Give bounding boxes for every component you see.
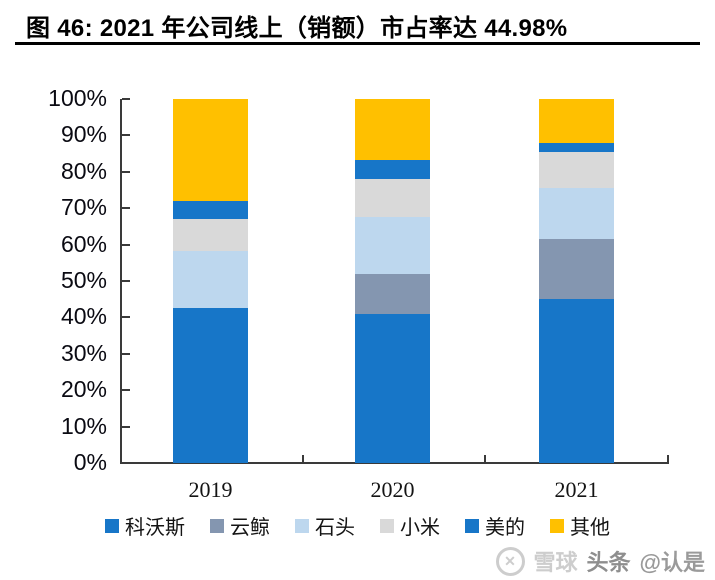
legend-label: 其他 [570, 517, 610, 539]
bar-segment-云鲸-2021 [539, 239, 614, 300]
legend-swatch [105, 518, 119, 533]
y-axis-tick-label: 90% [60, 121, 107, 148]
y-axis-tick-label: 50% [60, 267, 107, 293]
legend-swatch [465, 518, 479, 533]
x-axis-category-label: 2021 [554, 477, 599, 502]
y-axis-tick-label: 10% [60, 412, 107, 439]
watermark-site-label: 雪球 [533, 550, 578, 575]
bar-segment-其他-2020 [355, 99, 430, 161]
bar-segment-云鲸-2020 [355, 273, 430, 314]
stacked-bar-plot-area [120, 98, 669, 464]
bar-segment-科沃斯-2020 [355, 313, 430, 463]
title-underline [15, 42, 700, 45]
y-axis-tick-label: 70% [60, 194, 107, 221]
watermark-handle-label: @认是 [639, 550, 705, 575]
legend-item-石头: 石头 [295, 511, 355, 540]
y-axis-tick [122, 134, 130, 137]
watermark-badge-label: 头条 [586, 550, 631, 575]
bar-segment-科沃斯-2019 [173, 307, 248, 463]
y-axis-tick [122, 243, 130, 246]
y-axis-tick [122, 280, 130, 282]
legend-label: 科沃斯 [125, 517, 185, 539]
bar-segment-其他-2021 [539, 99, 614, 143]
y-axis-tick [122, 389, 130, 392]
y-axis-tick [122, 462, 130, 464]
y-axis-tick-label: 20% [60, 376, 107, 403]
bar-segment-小米-2019 [173, 219, 248, 252]
bar-segment-小米-2020 [355, 179, 430, 217]
x-axis-category-label: 2019 [188, 477, 233, 502]
figure-title: 图 46: 2021 年公司线上（销额）市占率达 44.98% [26, 15, 568, 42]
legend-label: 小米 [400, 517, 440, 539]
bar-segment-小米-2021 [539, 151, 614, 189]
legend-item-美的: 美的 [465, 511, 525, 540]
x-axis-line [120, 462, 669, 464]
y-axis-line [120, 99, 122, 464]
y-axis-tick-label: 60% [60, 230, 107, 257]
x-axis-tick [484, 455, 487, 463]
y-axis-tick [122, 425, 130, 428]
bar-segment-美的-2020 [355, 160, 430, 180]
legend-item-其他: 其他 [550, 511, 610, 540]
y-axis-tick-label: 100% [48, 85, 107, 111]
y-axis-tick-label: 80% [60, 157, 107, 184]
y-axis-tick [122, 207, 130, 210]
xueqiu-snowball-logo-icon: ✕ [495, 546, 525, 576]
y-axis-tick-label: 30% [60, 339, 107, 366]
chart-legend: 科沃斯 云鲸 石头 小米 美的 其他 [0, 511, 715, 540]
legend-swatch [295, 518, 309, 533]
x-axis-category-label: 2020 [370, 477, 415, 502]
y-axis-tick [122, 98, 130, 100]
bar-segment-石头-2021 [539, 188, 614, 240]
bar-segment-石头-2019 [173, 251, 248, 308]
y-axis-tick [122, 170, 130, 173]
legend-label: 云鲸 [230, 517, 270, 539]
y-axis-tick [122, 316, 130, 319]
y-axis-tick-label: 0% [73, 449, 107, 475]
bar-segment-美的-2021 [539, 142, 614, 152]
legend-swatch [210, 518, 224, 533]
y-axis-tick-label: 40% [60, 303, 107, 330]
x-axis-tick [301, 455, 304, 463]
legend-item-小米: 小米 [380, 511, 440, 540]
legend-swatch [550, 518, 564, 533]
legend-swatch [380, 518, 394, 533]
bar-segment-美的-2019 [173, 200, 248, 220]
y-axis-tick [122, 352, 130, 355]
legend-label: 美的 [485, 517, 525, 539]
legend-item-云鲸: 云鲸 [210, 511, 270, 540]
bar-segment-石头-2020 [355, 216, 430, 274]
x-axis-tick [667, 455, 669, 463]
legend-item-科沃斯: 科沃斯 [105, 511, 185, 540]
bar-segment-其他-2019 [173, 99, 248, 201]
bar-segment-科沃斯-2021 [539, 299, 614, 463]
watermark: ✕ 雪球 头条 @认是 [495, 545, 705, 577]
legend-label: 石头 [315, 517, 355, 539]
